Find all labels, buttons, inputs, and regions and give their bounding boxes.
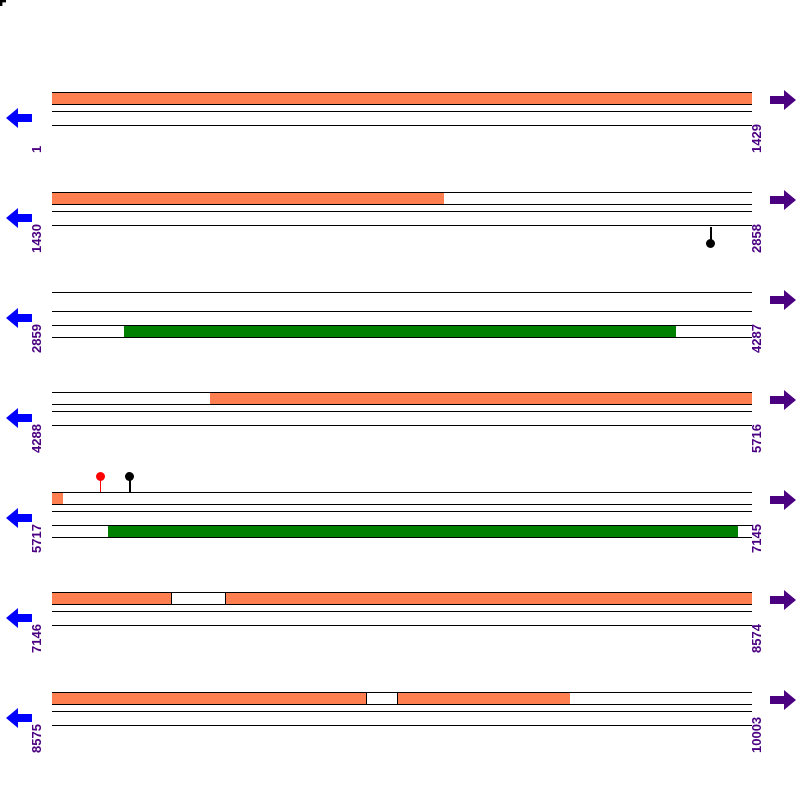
orf-segment-orange[interactable] (210, 393, 752, 404)
reading-frame-track-2[interactable] (52, 511, 752, 512)
marker-head-icon[interactable] (706, 239, 715, 248)
row-end-coordinate: 10003 (749, 716, 764, 753)
reading-frame-track-3[interactable] (52, 225, 752, 226)
reading-frame-track-3[interactable] (52, 525, 752, 538)
sequence-row: 1430 2858 (0, 186, 800, 253)
row-end-coordinate: 1429 (749, 124, 764, 153)
reading-frame-track-1[interactable] (52, 392, 752, 405)
corner-mark (0, 0, 6, 6)
row-start-coordinate: 8575 (29, 724, 44, 753)
orf-segment-orange[interactable] (52, 193, 444, 204)
reading-frame-track-1[interactable] (52, 692, 752, 705)
reading-frame-track-1[interactable] (52, 292, 752, 293)
reading-frame-track-3[interactable] (52, 425, 752, 426)
row-end-coordinate: 8574 (749, 624, 764, 653)
previous-page-arrow[interactable] (4, 106, 34, 130)
reading-frame-track-2[interactable] (52, 411, 752, 412)
feature-marker-red[interactable] (95, 472, 105, 494)
row-start-coordinate: 5717 (29, 524, 44, 553)
reading-frame-track-1[interactable] (52, 192, 752, 205)
sequence-row: 5717 7145 (0, 472, 800, 553)
previous-page-arrow[interactable] (4, 206, 34, 230)
reading-frame-track-1[interactable] (52, 92, 752, 105)
sequence-row: 2859 4287 (0, 286, 800, 353)
reading-frame-track-2[interactable] (52, 611, 752, 612)
row-start-coordinate: 1 (29, 145, 44, 153)
next-page-arrow[interactable] (768, 688, 798, 712)
feature-marker-black[interactable] (706, 227, 715, 249)
previous-page-arrow[interactable] (4, 506, 34, 530)
row-end-coordinate: 2858 (749, 224, 764, 253)
marker-head-icon[interactable] (95, 472, 105, 481)
reading-frame-track-1[interactable] (52, 492, 752, 505)
orf-segment-orange[interactable] (52, 593, 752, 604)
next-page-arrow[interactable] (768, 88, 798, 112)
orf-internal-gap (365, 693, 399, 704)
reading-frame-track-3[interactable] (52, 625, 752, 626)
marker-stem (129, 478, 131, 492)
next-page-arrow[interactable] (768, 388, 798, 412)
sequence-row: 7146 8574 (0, 586, 800, 653)
next-page-arrow[interactable] (768, 188, 798, 212)
reading-frame-track-2[interactable] (52, 311, 752, 312)
previous-page-arrow[interactable] (4, 706, 34, 730)
orf-internal-gap (171, 593, 226, 604)
marker-head-icon[interactable] (125, 472, 134, 481)
marker-stem (99, 478, 102, 492)
sequence-row: 8575 10003 (0, 686, 800, 753)
previous-page-arrow[interactable] (4, 406, 34, 430)
orf-segment-orange[interactable] (52, 493, 64, 504)
reading-frame-track-3[interactable] (52, 725, 752, 726)
orf-segment-green[interactable] (108, 526, 738, 537)
reading-frame-track-3[interactable] (52, 325, 752, 338)
next-page-arrow[interactable] (768, 288, 798, 312)
row-start-coordinate: 1430 (29, 224, 44, 253)
reading-frame-track-2[interactable] (52, 711, 752, 712)
feature-marker-black[interactable] (125, 472, 134, 494)
orf-segment-orange[interactable] (52, 93, 752, 104)
marker-stem (710, 227, 712, 241)
sequence-row: 1 1429 (0, 86, 800, 153)
orf-segment-orange[interactable] (52, 693, 570, 704)
row-start-coordinate: 4288 (29, 424, 44, 453)
orf-segment-green[interactable] (124, 326, 676, 337)
row-end-coordinate: 5716 (749, 424, 764, 453)
reading-frame-track-3[interactable] (52, 125, 752, 126)
previous-page-arrow[interactable] (4, 306, 34, 330)
reading-frame-track-1[interactable] (52, 592, 752, 605)
next-page-arrow[interactable] (768, 588, 798, 612)
reading-frame-track-2[interactable] (52, 111, 752, 112)
row-start-coordinate: 2859 (29, 324, 44, 353)
next-page-arrow[interactable] (768, 488, 798, 512)
row-start-coordinate: 7146 (29, 624, 44, 653)
previous-page-arrow[interactable] (4, 606, 34, 630)
reading-frame-track-2[interactable] (52, 211, 752, 212)
sequence-row: 4288 5716 (0, 386, 800, 453)
